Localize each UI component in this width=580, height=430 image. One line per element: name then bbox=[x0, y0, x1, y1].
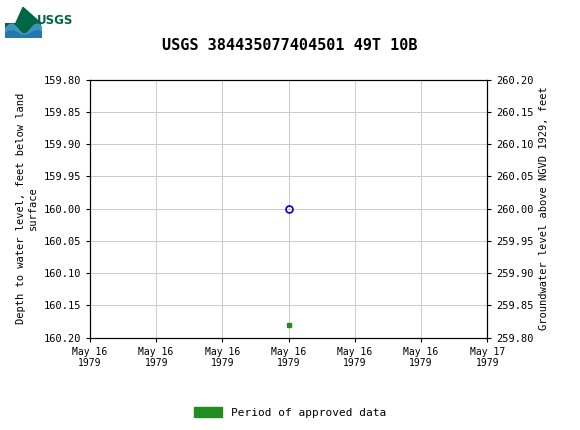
Text: USGS: USGS bbox=[37, 14, 73, 27]
Polygon shape bbox=[5, 7, 41, 37]
Y-axis label: Groundwater level above NGVD 1929, feet: Groundwater level above NGVD 1929, feet bbox=[539, 87, 549, 330]
Text: USGS 384435077404501 49T 10B: USGS 384435077404501 49T 10B bbox=[162, 38, 418, 52]
Y-axis label: Depth to water level, feet below land
surface: Depth to water level, feet below land su… bbox=[16, 93, 38, 324]
Bar bbox=[5, 4, 71, 37]
Legend: Period of approved data: Period of approved data bbox=[190, 403, 390, 422]
